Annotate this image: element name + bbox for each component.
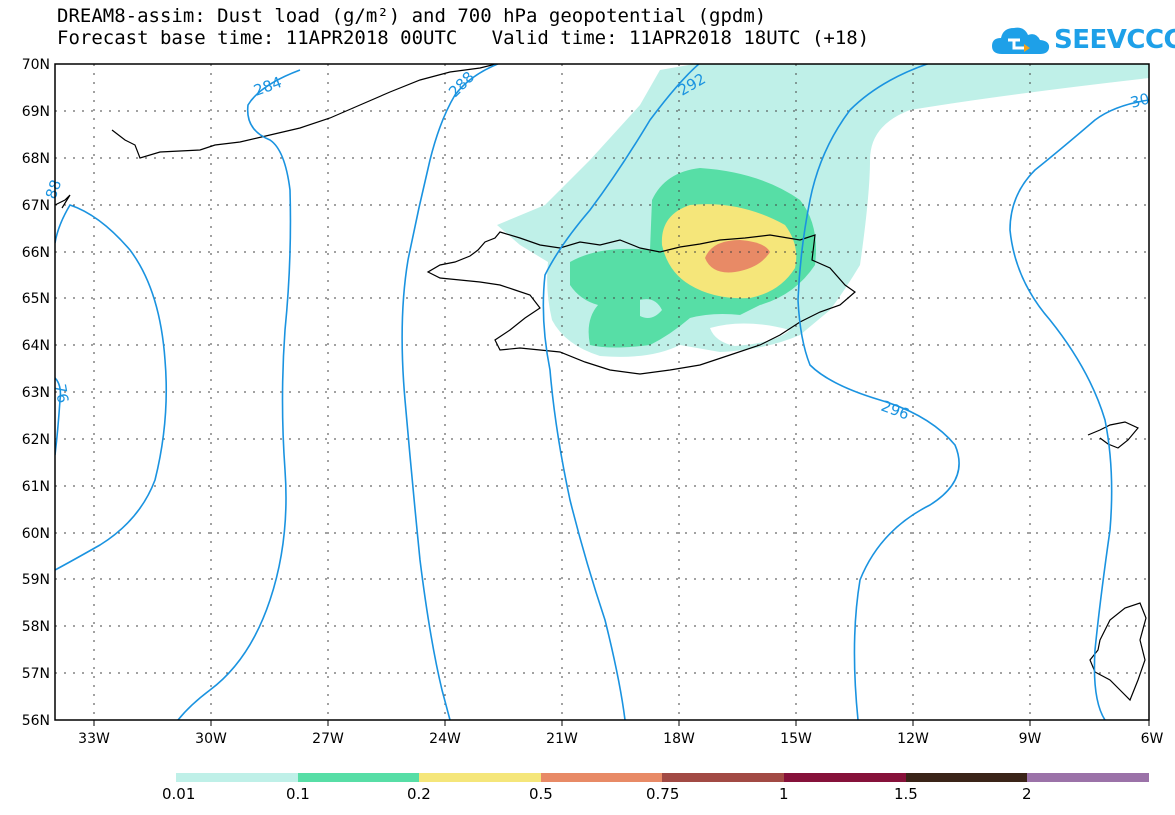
lat-label: 58N: [22, 619, 50, 635]
contour-label: 284: [251, 73, 284, 100]
lat-label: 60N: [22, 526, 50, 542]
lat-label: 66N: [22, 245, 50, 261]
lat-label: 69N: [22, 104, 50, 120]
colorbar-swatch: [906, 773, 1027, 782]
lat-label: 63N: [22, 385, 50, 401]
contour-label: 296: [879, 397, 912, 424]
lon-label: 9W: [1019, 731, 1042, 747]
lat-label: 62N: [22, 432, 50, 448]
map-frame: [54, 63, 1150, 721]
lat-label: 65N: [22, 291, 50, 307]
coastline: [55, 64, 1147, 702]
geopotential-contours: [55, 64, 1149, 720]
colorbar-label: 1.5: [894, 785, 918, 803]
lat-label: 56N: [22, 713, 50, 729]
lon-label: 21W: [546, 731, 578, 747]
colorbar-swatch: [784, 773, 906, 782]
colorbar-swatch: [541, 773, 662, 782]
colorbar-label: 2: [1022, 785, 1032, 803]
lat-label: 67N: [22, 198, 50, 214]
lon-label: 6W: [1141, 731, 1164, 747]
colorbar-swatch: [298, 773, 419, 782]
lat-label: 64N: [22, 338, 50, 354]
latitude-labels: 70N 69N 68N 67N 66N 65N 64N 63N 62N 61N …: [22, 57, 50, 729]
colorbar-swatch: [176, 773, 298, 782]
lon-label: 27W: [312, 731, 344, 747]
colorbar-label: 0.5: [529, 785, 553, 803]
lat-label: 59N: [22, 572, 50, 588]
colorbar-swatch: [662, 773, 784, 782]
forecast-times: Forecast base time: 11APR2018 00UTC Vali…: [57, 27, 870, 49]
colorbar: [176, 773, 1149, 782]
dust-area-0.5: [705, 240, 770, 273]
colorbar-label: 0.01: [162, 785, 196, 803]
axis-ticks: [93, 720, 1150, 726]
colorbar-swatch: [419, 773, 541, 782]
lat-label: 61N: [22, 479, 50, 495]
colorbar-label: 0.1: [286, 785, 310, 803]
colorbar-label: 0.75: [646, 785, 680, 803]
colorbar-label: 0.2: [407, 785, 431, 803]
lon-label: 30W: [195, 731, 227, 747]
contour-label: 76: [51, 383, 72, 405]
longitude-labels: 33W 30W 27W 24W 21W 18W 15W 12W 9W 6W: [78, 731, 1163, 747]
logo-text: SEEVCCC: [1054, 25, 1175, 55]
map-title: DREAM8-assim: Dust load (g/m²) and 700 h…: [57, 5, 767, 27]
contour-label: 88: [42, 177, 65, 201]
contour-label: 30: [1128, 90, 1151, 112]
colorbar-swatch: [1027, 773, 1149, 782]
colorbar-label: 1: [779, 785, 789, 803]
lon-label: 18W: [663, 731, 695, 747]
lat-label: 70N: [22, 57, 50, 73]
dust-clear-patch-white: [710, 323, 790, 346]
lon-label: 33W: [78, 731, 110, 747]
lon-label: 12W: [897, 731, 929, 747]
contour-label: 288: [445, 68, 478, 101]
seevccc-logo: SEEVCCC: [990, 22, 1175, 58]
lat-label: 57N: [22, 666, 50, 682]
cloud-icon: [992, 27, 1050, 54]
lat-label: 68N: [22, 151, 50, 167]
lon-label: 24W: [429, 731, 461, 747]
lon-label: 15W: [780, 731, 812, 747]
graticule: [55, 64, 1149, 720]
